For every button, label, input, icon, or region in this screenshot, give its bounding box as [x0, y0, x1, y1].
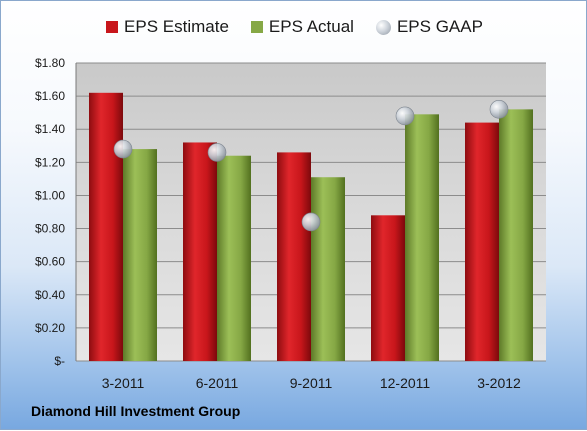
eps-estimate-bar — [89, 92, 123, 362]
eps-gaap-point — [207, 143, 227, 162]
legend-label-eps-estimate: EPS Estimate — [124, 17, 229, 36]
y-tick-label: $1.00 — [35, 188, 65, 202]
eps-gaap-point — [301, 212, 321, 232]
legend-item-eps-estimate: EPS Estimate — [106, 17, 229, 37]
eps-estimate-bar — [183, 142, 217, 361]
legend-item-eps-gaap: EPS GAAP — [375, 17, 483, 37]
eps-gaap-point — [395, 106, 415, 126]
legend-swatch-eps-estimate — [106, 21, 119, 33]
y-tick-label: $0.60 — [35, 255, 65, 269]
legend-label-eps-gaap: EPS GAAP — [396, 17, 483, 36]
y-tick-label: $1.60 — [35, 89, 65, 103]
legend-item-eps-actual: EPS Actual — [250, 17, 354, 37]
eps-estimate-bar — [371, 215, 405, 361]
x-tick-label: 12-2011 — [380, 375, 431, 391]
x-axis-ticks: 3-2011 6-2011 9-2011 12-2011 3-2012 — [102, 375, 521, 391]
y-tick-label: $0.80 — [35, 222, 65, 236]
eps-actual-bar — [311, 177, 345, 361]
company-name: Diamond Hill Investment Group — [31, 403, 241, 419]
y-tick-label: $0.20 — [35, 321, 65, 335]
y-tick-label: $- — [54, 354, 65, 368]
legend-swatch-eps-actual — [250, 21, 263, 33]
legend-swatch-eps-gaap — [375, 19, 391, 35]
gaap-points — [113, 100, 509, 232]
y-tick-label: $0.40 — [35, 288, 65, 302]
eps-estimate-bar — [277, 152, 311, 361]
y-tick-label: $1.80 — [35, 56, 65, 70]
x-tick-label: 3-2012 — [477, 375, 521, 391]
eps-actual-bar — [217, 155, 251, 361]
eps-actual-bar — [405, 114, 439, 361]
eps-gaap-point — [113, 139, 133, 159]
eps-actual-bar — [123, 149, 157, 361]
y-axis-ticks: $1.80 $1.60 $1.40 $1.20 $1.00 $0.80 $0.60 $0.40… — [35, 56, 65, 368]
y-tick-label: $1.20 — [35, 155, 65, 169]
eps-estimate-bar — [465, 122, 499, 361]
bar-series — [89, 92, 533, 362]
chart-legend: EPS Estimate EPS Actual EPS GAAP — [1, 17, 587, 37]
eps-gaap-point — [489, 100, 509, 119]
x-tick-label: 9-2011 — [290, 375, 333, 391]
x-tick-label: 3-2011 — [102, 375, 145, 391]
x-tick-label: 6-2011 — [196, 375, 239, 391]
y-tick-label: $1.40 — [35, 122, 65, 136]
legend-label-eps-actual: EPS Actual — [268, 17, 354, 36]
eps-actual-bar — [499, 109, 533, 361]
